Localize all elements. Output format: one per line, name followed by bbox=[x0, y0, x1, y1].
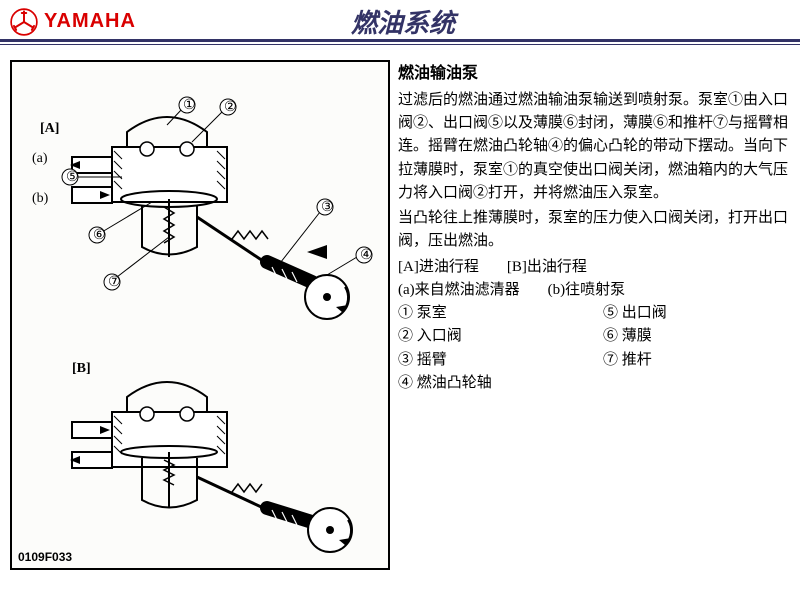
page-title: 燃油系统 bbox=[136, 3, 790, 40]
legend-a: (a)来自燃油滤清器 bbox=[398, 279, 520, 302]
brand-logo: YAMAHA bbox=[10, 8, 136, 36]
legend-6: ⑥ 薄膜 bbox=[603, 325, 790, 348]
paragraph-1: 过滤后的燃油通过燃油输油泵输送到喷射泵。泵室①由入口阀②、出口阀⑤以及薄膜⑥封闭… bbox=[398, 89, 790, 205]
legend-A: [A]进油行程 bbox=[398, 256, 479, 279]
svg-text:⑤: ⑤ bbox=[66, 170, 79, 185]
legend-2: ② 入口阀 bbox=[398, 325, 585, 348]
svg-text:④: ④ bbox=[360, 248, 373, 263]
paragraph-2: 当凸轮往上推薄膜时，泵室的压力使入口阀关闭，打开出口阀，压出燃油。 bbox=[398, 207, 790, 254]
description-column: 燃油输油泵 过滤后的燃油通过燃油输油泵输送到喷射泵。泵室①由入口阀②、出口阀⑤以… bbox=[398, 60, 790, 570]
fuel-pump-diagram: [A] (a) (b) bbox=[12, 62, 392, 572]
svg-text:②: ② bbox=[224, 100, 237, 115]
brand-name: YAMAHA bbox=[44, 10, 136, 33]
figure-label-B: [B] bbox=[72, 361, 91, 376]
content-area: [A] (a) (b) bbox=[0, 42, 800, 580]
stroke-legend-row: [A]进油行程 [B]出油行程 bbox=[398, 256, 790, 279]
legend-b: (b)往喷射泵 bbox=[548, 279, 626, 302]
diagram-B bbox=[70, 382, 352, 552]
diagram-A: ① ② ③ ④ ⑤ ⑥ ⑦ bbox=[62, 97, 373, 319]
legend-1: ① 泵室 bbox=[398, 302, 585, 325]
technical-figure: [A] (a) (b) bbox=[10, 60, 390, 570]
page-header: YAMAHA 燃油系统 bbox=[0, 0, 800, 42]
legend-3: ③ 摇臂 bbox=[398, 349, 585, 372]
legend-B: [B]出油行程 bbox=[507, 256, 587, 279]
legend-5: ⑤ 出口阀 bbox=[603, 302, 790, 325]
svg-text:①: ① bbox=[183, 98, 196, 113]
svg-text:⑥: ⑥ bbox=[93, 228, 106, 243]
figure-label-b: (b) bbox=[32, 191, 49, 206]
numbered-legend: ① 泵室 ⑤ 出口阀 ② 入口阀 ⑥ 薄膜 ③ 摇臂 ⑦ 推杆 ④ 燃油凸轮轴 bbox=[398, 302, 790, 395]
legend-7: ⑦ 推杆 bbox=[603, 349, 790, 372]
figure-code: 0109F033 bbox=[18, 550, 72, 564]
svg-text:③: ③ bbox=[321, 200, 334, 215]
yamaha-tuning-fork-icon bbox=[10, 8, 38, 36]
figure-label-a: (a) bbox=[32, 151, 48, 166]
figure-label-A: [A] bbox=[40, 121, 59, 136]
legend-4: ④ 燃油凸轮轴 bbox=[398, 372, 585, 395]
section-heading: 燃油输油泵 bbox=[398, 62, 790, 87]
svg-text:⑦: ⑦ bbox=[108, 275, 121, 290]
port-legend-row: (a)来自燃油滤清器 (b)往喷射泵 bbox=[398, 279, 790, 302]
